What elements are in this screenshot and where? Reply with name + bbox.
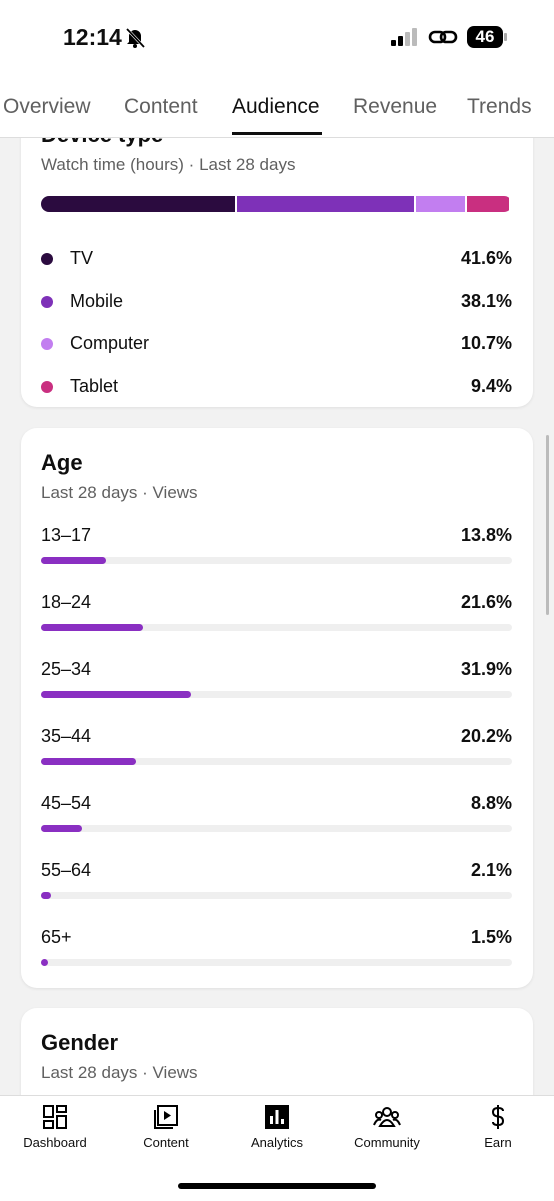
tab-bar: Overview Content Audience Revenue Trends: [0, 75, 554, 138]
age-value: 21.6%: [460, 592, 512, 612]
legend-label: Tablet: [70, 376, 119, 397]
bar-track: [41, 959, 512, 966]
card-subtitle: Watch time (hours) · Last 28 days: [41, 155, 296, 174]
nav-item[interactable]: Earn: [443, 1096, 553, 1150]
signal-icon: [391, 28, 417, 46]
dashboard-icon: [43, 1105, 67, 1129]
age-value: 2.1%: [470, 860, 512, 880]
legend-dot: [41, 295, 53, 308]
status-bar: 12:14 46: [0, 0, 554, 75]
bar-segment: [236, 196, 415, 212]
mute-icon: [125, 27, 146, 48]
bar-track: [41, 691, 512, 698]
bar: [41, 959, 49, 966]
legend-dot: [41, 381, 53, 394]
tab-indicator: [232, 132, 322, 135]
home-indicator: [178, 1183, 376, 1189]
tab[interactable]: Overview: [3, 95, 91, 118]
stacked-bar: [41, 196, 512, 212]
nav-label: Dashboard: [23, 1135, 87, 1150]
link-icon: [428, 30, 458, 44]
age-value: 20.2%: [460, 726, 512, 746]
age-label: 13–17: [41, 525, 92, 545]
device-card: Device type Watch time (hours) · Last 28…: [21, 138, 533, 407]
nav-item[interactable]: Content: [111, 1096, 221, 1150]
nav-label: Community: [354, 1135, 420, 1150]
card-subtitle: Last 28 days · Views: [41, 1063, 198, 1082]
bar: [41, 758, 137, 765]
age-label: 55–64: [41, 860, 92, 880]
legend-value: 10.7%: [460, 333, 512, 354]
bar-segment: [466, 196, 510, 212]
legend-value: 38.1%: [460, 290, 512, 311]
age-card: Age Last 28 days · Views 13–17 13.8% 18–24…: [21, 428, 533, 988]
content: Device type Watch time (hours) · Last 28…: [0, 138, 554, 1095]
age-label: 18–24: [41, 592, 92, 612]
battery: 46: [467, 26, 503, 48]
bar-track: [41, 758, 512, 765]
nav-item[interactable]: Analytics: [222, 1096, 332, 1150]
bar-segment: [41, 196, 235, 212]
age-label: 45–54: [41, 793, 92, 813]
age-label: 35–44: [41, 726, 92, 746]
content-icon: [154, 1105, 178, 1129]
bar-track: [41, 892, 512, 899]
bar: [41, 691, 192, 698]
legend-label: Mobile: [70, 290, 124, 311]
card-title: Age: [41, 450, 83, 475]
age-label: 25–34: [41, 659, 92, 679]
nav-label: Analytics: [250, 1135, 304, 1150]
nav-item[interactable]: Dashboard: [0, 1096, 110, 1150]
bar: [41, 624, 143, 631]
earn-icon: [491, 1105, 505, 1129]
legend-dot: [41, 253, 53, 265]
tab[interactable]: Revenue: [353, 95, 438, 118]
tab[interactable]: Audience: [232, 95, 320, 118]
gender-card: Gender Last 28 days · Views: [21, 1008, 533, 1095]
nav-item[interactable]: Community: [332, 1096, 442, 1150]
card-subtitle: Last 28 days · Views: [41, 483, 198, 502]
age-value: 31.9%: [460, 659, 512, 679]
clock: 12:14: [63, 24, 122, 50]
age-value: 1.5%: [470, 927, 512, 947]
tab[interactable]: Trends: [467, 95, 532, 118]
bar-track: [41, 557, 512, 564]
bar: [41, 825, 83, 832]
battery-tip: [504, 33, 507, 41]
age-value: 13.8%: [460, 525, 512, 545]
bar-segment: [416, 196, 465, 212]
bar-track: [41, 624, 512, 631]
tab[interactable]: Content: [124, 95, 198, 118]
card-title: Gender: [41, 1030, 119, 1055]
bar: [41, 892, 51, 899]
bar: [41, 557, 106, 564]
community-icon: [373, 1107, 401, 1127]
bar-track: [41, 825, 512, 832]
bottom-nav: Dashboard Content Analytics Community Ea…: [0, 1095, 554, 1201]
age-label: 65+: [41, 927, 72, 947]
legend-label: Computer: [70, 333, 150, 354]
nav-label: Content: [143, 1135, 189, 1150]
age-value: 8.8%: [470, 793, 512, 813]
legend-label: TV: [70, 248, 94, 268]
legend-value: 41.6%: [460, 248, 512, 268]
scrollbar: [546, 435, 549, 615]
nav-label: Earn: [484, 1135, 512, 1150]
legend-value: 9.4%: [470, 376, 512, 397]
analytics-icon: [265, 1105, 289, 1129]
card-title: Device type: [41, 138, 163, 148]
legend-dot: [41, 338, 53, 351]
